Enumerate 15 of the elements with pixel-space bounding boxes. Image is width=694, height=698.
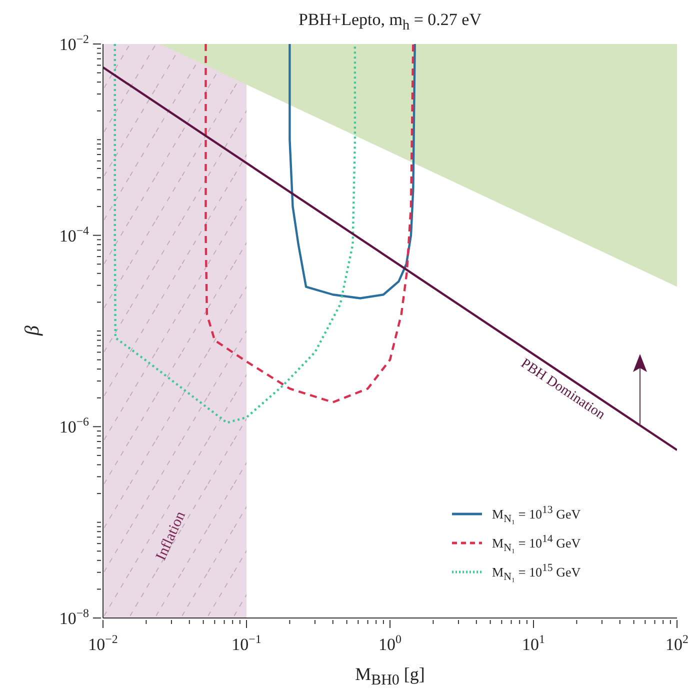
y-tick-label: 10$^{−8}$: [59, 606, 90, 628]
legend-label: M$_{N₁}$ = 10$^{14}$ GeV: [492, 532, 581, 554]
chart-title: PBH+Lepto, m$_{h}$ = 0.27 eV: [297, 10, 483, 34]
legend-label: M$_{N₁}$ = 10$^{13}$ GeV: [492, 504, 581, 525]
x-tick-label: 10$^{−1}$: [232, 632, 262, 654]
y-tick-label: 10$^{−4}$: [59, 223, 90, 246]
x-axis-title: M$_{BH0}$ [g]: [354, 664, 426, 690]
y-tick-label: 10$^{−6}$: [59, 414, 90, 437]
y-axis-title: β: [22, 324, 44, 338]
x-tick-label: 10$^{−2}$: [88, 632, 118, 654]
x-tick-label: 10$^{1}$: [522, 632, 546, 654]
x-tick-label: 10$^{2}$: [666, 632, 689, 654]
x-tick-label: 10$^{0}$: [378, 632, 402, 654]
legend-label: M$_{N₁}$ = 10$^{15}$ GeV: [492, 562, 581, 583]
y-tick-label: 10$^{−2}$: [59, 32, 90, 54]
